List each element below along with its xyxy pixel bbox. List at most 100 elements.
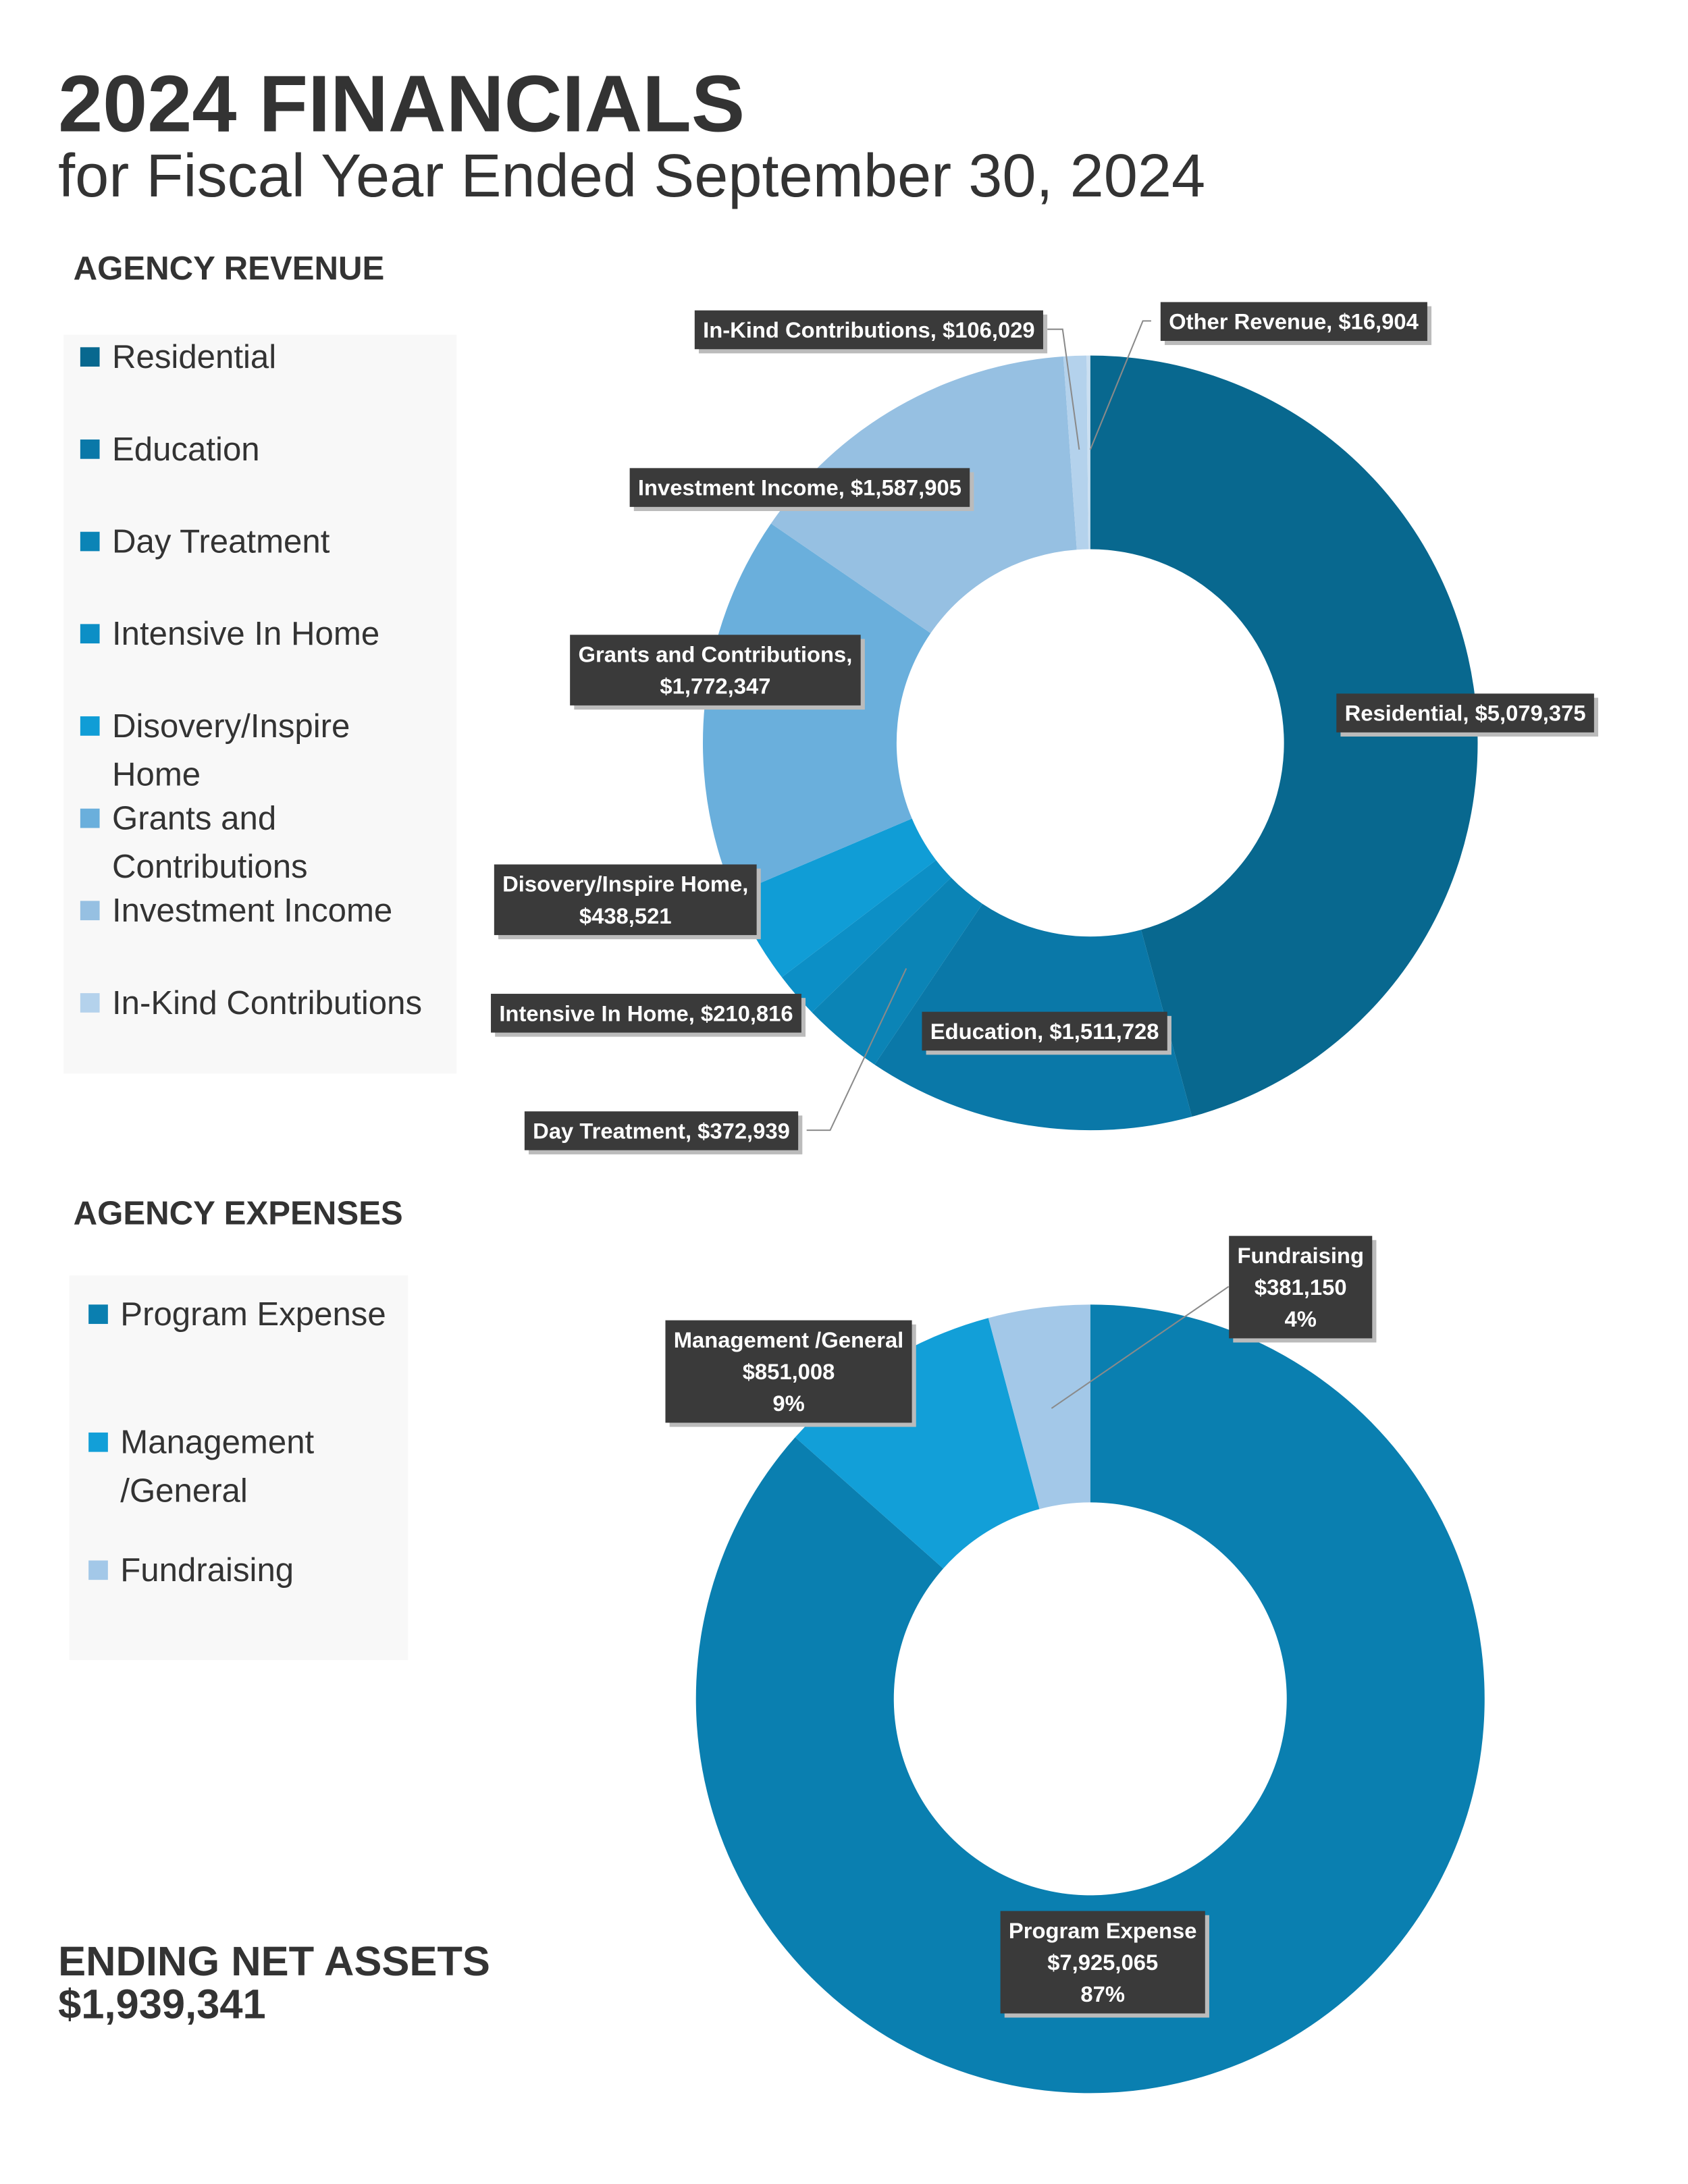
donut-slice xyxy=(795,1318,1040,1569)
legend-line: Home xyxy=(112,756,201,793)
legend-entry: Fundraising xyxy=(120,1551,294,1589)
legend-line: Day Treatment xyxy=(112,523,330,560)
donut-slice xyxy=(1063,355,1089,550)
donut-slice xyxy=(695,1304,1485,2094)
label-box xyxy=(1229,1235,1373,1339)
label-box xyxy=(665,1320,912,1423)
donut-slice xyxy=(988,1304,1090,1510)
data-label-text: Intensive In Home, $210,816 xyxy=(499,1001,793,1026)
label-box xyxy=(1160,302,1427,341)
label-line: Residential, $5,079,375 xyxy=(1345,701,1586,726)
data-label: Education, $1,511,728 xyxy=(922,1011,1171,1055)
donut-slice xyxy=(812,877,983,1065)
donut-slice xyxy=(733,818,937,978)
data-label-text: Fundraising $381,150 4% xyxy=(1237,1243,1364,1331)
label-box xyxy=(524,1111,799,1150)
label-box xyxy=(922,1011,1167,1051)
page-title: 2024 FINANCIALS xyxy=(58,59,745,149)
legend-entry: In-Kind Contributions xyxy=(112,984,422,1021)
legend-line: Education xyxy=(112,431,260,468)
legend-entry: Investment Income xyxy=(112,892,392,929)
legend-entry: Disovery/Inspire Home xyxy=(112,708,350,793)
legend-box xyxy=(69,1275,408,1660)
legend-line: Disovery/Inspire xyxy=(112,708,350,745)
data-label: Fundraising $381,150 4% xyxy=(1229,1235,1377,1343)
section-title: AGENCY EXPENSES xyxy=(74,1195,403,1232)
net-assets-value: $1,939,341 xyxy=(58,1981,266,2028)
legend-line: /General xyxy=(120,1472,248,1509)
label-line: Day Treatment, $372,939 xyxy=(533,1118,790,1143)
label-line: $438,521 xyxy=(579,903,672,928)
legend-swatch xyxy=(80,531,100,552)
page-subtitle: for Fiscal Year Ended September 30, 2024 xyxy=(58,142,1205,210)
data-label-text: In-Kind Contributions, $106,029 xyxy=(703,317,1035,342)
label-line: Grants and Contributions, xyxy=(578,642,852,667)
legend-line: Residential xyxy=(112,338,276,375)
legend-swatch xyxy=(80,440,100,459)
legend-box xyxy=(63,334,457,1074)
legend-line: Intensive In Home xyxy=(112,615,379,652)
legend-entry: Residential xyxy=(112,338,276,375)
legend-swatch xyxy=(80,716,100,736)
legend-line: In-Kind Contributions xyxy=(112,984,422,1021)
legend-swatch xyxy=(80,624,100,644)
legend-line: Management xyxy=(120,1424,314,1461)
legend-swatch xyxy=(88,1304,108,1325)
leader-line xyxy=(1051,1285,1230,1409)
data-label-text: Management /General $851,008 9% xyxy=(674,1327,904,1416)
legend-entry: Day Treatment xyxy=(112,523,330,560)
legend-entry: Intensive In Home xyxy=(112,615,379,652)
data-label: Residential, $5,079,375 xyxy=(1336,693,1599,737)
label-line: 4% xyxy=(1285,1306,1317,1331)
donut-slice xyxy=(1086,355,1090,550)
data-label-text: Other Revenue, $16,904 xyxy=(1169,309,1419,334)
data-label: In-Kind Contributions, $106,029 xyxy=(694,310,1048,354)
label-line: Management /General xyxy=(674,1327,904,1352)
data-label-text: Disovery/Inspire Home, $438,521 xyxy=(502,872,748,928)
legend-line: Fundraising xyxy=(120,1551,294,1589)
label-box xyxy=(1000,1911,1205,2014)
legend-line: Program Expense xyxy=(120,1296,386,1333)
legend-swatch xyxy=(80,993,100,1013)
label-line: Investment Income, $1,587,905 xyxy=(638,475,961,500)
label-line: Disovery/Inspire Home, xyxy=(502,872,748,897)
leader-line xyxy=(806,967,907,1131)
data-label: Day Treatment, $372,939 xyxy=(524,1111,803,1154)
label-line: $1,772,347 xyxy=(660,674,770,699)
legend-entry: Grants and Contributions xyxy=(112,799,308,885)
net-assets-label: ENDING NET ASSETS xyxy=(58,1938,490,1985)
data-label: Grants and Contributions, $1,772,347 xyxy=(570,635,865,710)
legend-swatch xyxy=(88,1432,108,1452)
label-line: $381,150 xyxy=(1255,1275,1347,1300)
data-label-text: Grants and Contributions, $1,772,347 xyxy=(578,642,852,699)
legend-swatch xyxy=(80,808,100,828)
data-label: Intensive In Home, $210,816 xyxy=(491,994,806,1037)
data-label: Program Expense $7,925,065 87% xyxy=(1000,1911,1209,2018)
data-label: Investment Income, $1,587,905 xyxy=(629,468,974,511)
leader-line xyxy=(1047,328,1080,450)
label-line: Intensive In Home, $210,816 xyxy=(499,1001,793,1026)
leader-line xyxy=(1089,320,1151,450)
data-label-text: Day Treatment, $372,939 xyxy=(533,1118,790,1143)
label-line: $851,008 xyxy=(743,1359,835,1384)
legend-entry: Education xyxy=(112,431,260,468)
label-line: Education, $1,511,728 xyxy=(930,1019,1159,1044)
data-label-text: Education, $1,511,728 xyxy=(930,1019,1159,1044)
legend-line: Grants and xyxy=(112,799,276,836)
data-label-text: Investment Income, $1,587,905 xyxy=(638,475,961,500)
data-label-text: Residential, $5,079,375 xyxy=(1345,701,1586,726)
data-label: Disovery/Inspire Home, $438,521 xyxy=(494,864,761,940)
legend-entry: Management/General xyxy=(120,1424,314,1510)
label-box xyxy=(494,864,757,936)
label-box xyxy=(1336,693,1594,733)
legend-swatch xyxy=(80,901,100,921)
data-label: Other Revenue, $16,904 xyxy=(1160,302,1432,346)
label-line: In-Kind Contributions, $106,029 xyxy=(703,317,1035,342)
section-title: AGENCY REVENUE xyxy=(74,250,385,287)
label-line: Fundraising xyxy=(1237,1243,1364,1268)
legend-entry: Program Expense xyxy=(120,1296,386,1333)
label-line: Program Expense xyxy=(1009,1918,1197,1943)
label-box xyxy=(629,468,970,507)
legend-line: Investment Income xyxy=(112,892,392,929)
